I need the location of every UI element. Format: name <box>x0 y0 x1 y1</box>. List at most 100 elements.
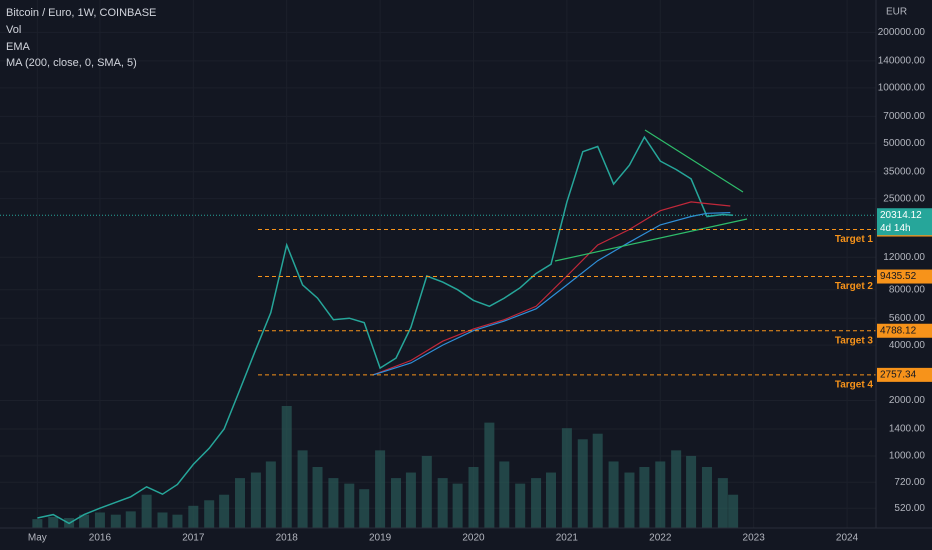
volume-bar <box>728 494 739 528</box>
volume-bar <box>452 483 463 528</box>
axes: 200000.00 140000.00 100000.00 70000.00 50000… <box>28 27 932 544</box>
x-tick-label: 2023 <box>743 533 766 544</box>
trend-line <box>644 129 744 193</box>
volume-bar <box>592 433 603 528</box>
y-tick-label: 2000.00 <box>889 395 926 406</box>
volume-bar <box>390 478 401 528</box>
legend-item: Vol <box>6 24 21 36</box>
y-tick-label: 4000.00 <box>889 340 926 351</box>
volume-bar <box>468 467 479 528</box>
y-tick-label: 1000.00 <box>889 451 926 462</box>
price-tag <box>877 367 932 382</box>
price-tag-label: 2757.34 <box>880 370 917 381</box>
y-tick-label: 200000.00 <box>878 27 926 38</box>
x-tick-label: May <box>28 533 47 544</box>
volume-bar <box>188 505 199 528</box>
volume-bar <box>717 478 728 528</box>
volume-bar <box>686 455 697 528</box>
trend-line <box>554 218 748 262</box>
x-tick-label: 2020 <box>462 533 485 544</box>
y-tick-label: 12000.00 <box>883 252 925 263</box>
volume-bar <box>499 461 510 528</box>
y-tick-label: 35000.00 <box>883 166 925 177</box>
series-line <box>372 201 731 376</box>
y-tick-label: 1400.00 <box>889 424 926 435</box>
levels: Target 1 Target 2 Target 3 Target 4 <box>0 214 876 391</box>
volume-bar <box>608 461 619 528</box>
volume-bar <box>655 461 666 528</box>
y-tick-label: 5600.00 <box>889 313 926 324</box>
volume-bar <box>297 450 308 528</box>
volume-bar <box>344 483 355 528</box>
volume-bar <box>94 512 105 528</box>
volume-bar <box>235 478 246 528</box>
x-tick-label: 2019 <box>369 533 392 544</box>
currency-label: EUR <box>886 7 907 18</box>
volume-bar <box>219 494 230 528</box>
y-tick-label: 70000.00 <box>883 111 925 122</box>
x-tick-label: 2024 <box>836 533 859 544</box>
price-tag-label: 4788.12 <box>880 325 917 336</box>
volume-bar <box>484 422 495 528</box>
y-tick-label: 100000.00 <box>878 82 926 93</box>
legend-title: Bitcoin / Euro, 1W, COINBASE <box>6 7 156 19</box>
volume-bar <box>639 467 650 528</box>
volume-bar <box>79 514 90 528</box>
volume-bar <box>250 472 261 528</box>
volume-bar <box>328 478 339 528</box>
volume <box>32 406 739 528</box>
volume-bar <box>32 519 43 528</box>
volume-bar <box>405 472 416 528</box>
legend-item: MA (200, close, 0, SMA, 5) <box>6 57 137 69</box>
target-label: Target 2 <box>835 281 874 292</box>
volume-bar <box>515 483 526 528</box>
volume-bar <box>125 511 136 528</box>
target-label: Target 1 <box>835 234 874 245</box>
volume-bar <box>312 467 323 528</box>
volume-bar <box>561 428 572 528</box>
volume-bar <box>531 478 542 528</box>
price-tag <box>877 323 932 338</box>
price-tag <box>877 269 932 284</box>
volume-bar <box>577 439 588 528</box>
series <box>37 135 734 525</box>
volume-bar <box>172 514 183 528</box>
y-tick-label: 720.00 <box>894 477 925 488</box>
volume-bar <box>265 461 276 528</box>
series-line <box>372 212 731 376</box>
price-tag-label: 9435.52 <box>880 271 917 282</box>
volume-bar <box>110 514 121 528</box>
x-tick-label: 2021 <box>556 533 579 544</box>
volume-bar <box>281 406 292 528</box>
x-tick-label: 2022 <box>649 533 672 544</box>
volume-bar <box>48 516 59 528</box>
volume-bar <box>375 450 386 528</box>
price-tag-label: 20314.12 <box>880 210 922 221</box>
price-tag <box>877 208 932 236</box>
volume-bar <box>204 500 215 528</box>
volume-bar <box>437 478 448 528</box>
volume-bar <box>141 494 152 528</box>
volume-bar <box>701 467 712 528</box>
legend-item: EMA <box>6 41 31 53</box>
y-tick-label: 50000.00 <box>883 138 925 149</box>
x-tick-label: 2018 <box>276 533 299 544</box>
volume-bar <box>359 489 370 528</box>
y-tick-label: 8000.00 <box>889 284 926 295</box>
y-tick-label: 520.00 <box>894 503 925 514</box>
y-tick-label: 25000.00 <box>883 193 925 204</box>
x-tick-label: 2017 <box>182 533 205 544</box>
target-label: Target 4 <box>835 380 874 391</box>
volume-bar <box>157 512 168 528</box>
volume-bar <box>624 472 635 528</box>
series-line <box>37 135 734 525</box>
countdown-label: 4d 14h <box>880 223 911 234</box>
volume-bar <box>671 450 682 528</box>
volume-bar <box>546 472 557 528</box>
y-tick-label: 140000.00 <box>878 56 926 67</box>
x-tick-label: 2016 <box>89 533 112 544</box>
volume-bar <box>421 455 432 528</box>
